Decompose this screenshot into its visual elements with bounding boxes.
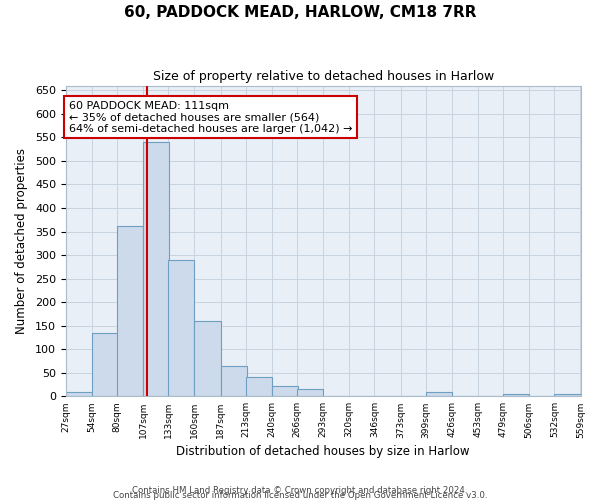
Bar — [194, 321, 221, 396]
Bar — [169, 260, 194, 396]
Title: Size of property relative to detached houses in Harlow: Size of property relative to detached ho… — [152, 70, 494, 83]
Bar — [92, 333, 118, 396]
Y-axis label: Number of detached properties: Number of detached properties — [15, 148, 28, 334]
Bar — [297, 390, 323, 396]
Bar — [426, 392, 452, 396]
Bar — [503, 394, 529, 396]
Bar — [246, 378, 272, 396]
Bar — [117, 226, 143, 396]
Text: Contains public sector information licensed under the Open Government Licence v3: Contains public sector information licen… — [113, 490, 487, 500]
X-axis label: Distribution of detached houses by size in Harlow: Distribution of detached houses by size … — [176, 444, 470, 458]
Bar — [554, 394, 581, 396]
Text: 60, PADDOCK MEAD, HARLOW, CM18 7RR: 60, PADDOCK MEAD, HARLOW, CM18 7RR — [124, 5, 476, 20]
Bar — [66, 392, 92, 396]
Bar — [143, 142, 169, 397]
Bar — [272, 386, 298, 396]
Text: Contains HM Land Registry data © Crown copyright and database right 2024.: Contains HM Land Registry data © Crown c… — [132, 486, 468, 495]
Text: 60 PADDOCK MEAD: 111sqm
← 35% of detached houses are smaller (564)
64% of semi-d: 60 PADDOCK MEAD: 111sqm ← 35% of detache… — [68, 100, 352, 134]
Bar — [221, 366, 247, 396]
